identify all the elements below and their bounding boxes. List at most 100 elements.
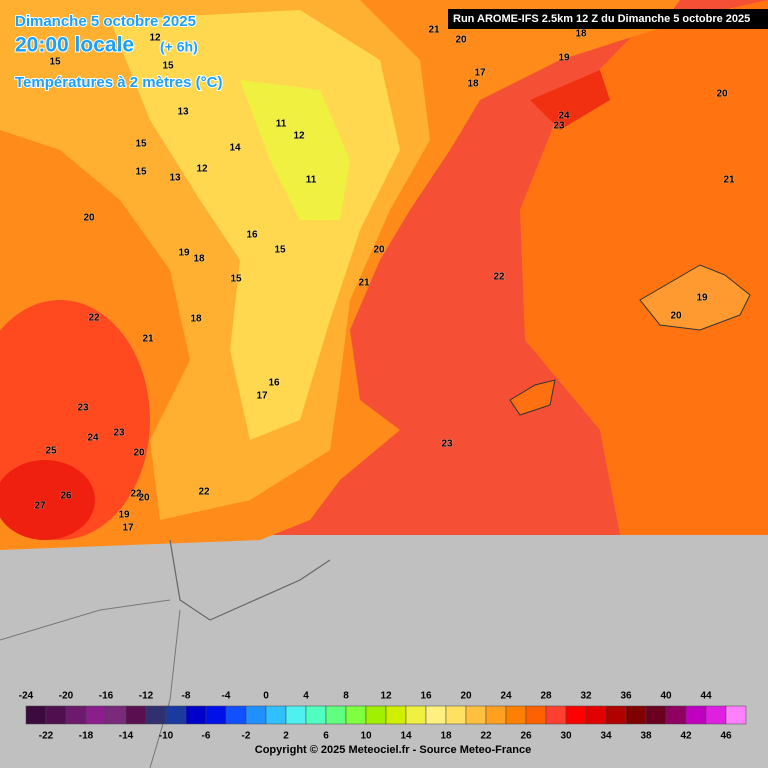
temperature-label: 20 xyxy=(670,311,682,322)
legend-label: -22 xyxy=(39,731,54,742)
legend-swatch xyxy=(65,705,87,725)
temperature-label: 26 xyxy=(60,491,72,502)
temperature-label: 24 xyxy=(558,111,570,122)
date-title: Dimanche 5 octobre 2025 xyxy=(15,13,196,30)
legend-label: 28 xyxy=(540,691,552,702)
temperature-label: 15 xyxy=(135,139,147,150)
legend-swatch xyxy=(225,705,247,725)
legend-label: -16 xyxy=(99,691,114,702)
temperature-label: 21 xyxy=(142,334,154,345)
temperature-label: 19 xyxy=(558,53,570,64)
legend-swatch xyxy=(245,705,267,725)
legend-swatch xyxy=(345,705,367,725)
legend-label: -4 xyxy=(222,691,231,702)
legend-label: 30 xyxy=(560,731,572,742)
temperature-label: 15 xyxy=(49,57,61,68)
legend-swatch xyxy=(385,705,407,725)
temperature-label: 12 xyxy=(196,164,208,175)
island-ibiza xyxy=(509,379,556,416)
temperature-label: 23 xyxy=(553,121,565,132)
temperature-label: 14 xyxy=(229,143,241,154)
legend-label: 40 xyxy=(660,691,672,702)
legend-swatch xyxy=(625,705,647,725)
island-mallorca xyxy=(639,264,751,331)
legend-swatch xyxy=(545,705,567,725)
legend-swatch xyxy=(665,705,687,725)
temperature-label: 17 xyxy=(122,523,134,534)
temperature-label: 24 xyxy=(87,433,99,444)
legend-swatch xyxy=(165,705,187,725)
legend-label: 8 xyxy=(343,691,349,702)
legend-swatch xyxy=(685,705,707,725)
legend-swatch xyxy=(605,705,627,725)
temperature-label: 19 xyxy=(118,510,130,521)
temperature-label: 20 xyxy=(716,89,728,100)
temperature-label: 19 xyxy=(696,293,708,304)
border xyxy=(169,539,331,621)
legend-label: -18 xyxy=(79,731,94,742)
copyright: Copyright © 2025 Meteociel.fr - Source M… xyxy=(255,744,531,756)
legend-swatch xyxy=(505,705,527,725)
legend-label: -12 xyxy=(139,691,154,702)
legend-swatch xyxy=(465,705,487,725)
legend-swatch xyxy=(105,705,127,725)
temperature-label: 23 xyxy=(113,428,125,439)
legend-swatch xyxy=(85,705,107,725)
legend-label: 12 xyxy=(380,691,392,702)
variable-name: Températures à 2 mètres (°C) xyxy=(15,74,222,91)
temperature-label: 17 xyxy=(256,391,268,402)
legend-label: -14 xyxy=(119,731,134,742)
temperature-label: 11 xyxy=(276,119,287,130)
legend-label: -6 xyxy=(202,731,211,742)
legend-swatch xyxy=(445,705,467,725)
temperature-label: 21 xyxy=(723,175,735,186)
temperature-label: 18 xyxy=(193,254,205,265)
legend-label: -20 xyxy=(59,691,74,702)
temperature-label: 17 xyxy=(474,68,486,79)
warm-sea xyxy=(530,70,610,130)
temperature-label: 20 xyxy=(455,35,467,46)
temperature-label: 20 xyxy=(133,448,145,459)
legend-swatch xyxy=(565,705,587,725)
temperature-label: 19 xyxy=(178,248,190,259)
legend-label: 0 xyxy=(263,691,269,702)
temperature-label: 22 xyxy=(88,313,100,324)
legend-label: 22 xyxy=(480,731,492,742)
legend-swatch xyxy=(525,705,547,725)
local-time: 20:00 locale xyxy=(15,34,134,57)
legend-label: 36 xyxy=(620,691,632,702)
legend-label: 46 xyxy=(720,731,732,742)
legend-label: -10 xyxy=(159,731,174,742)
temperature-label: 12 xyxy=(293,131,305,142)
legend-swatch xyxy=(585,705,607,725)
temperature-label: 27 xyxy=(34,501,46,512)
temperature-label: 18 xyxy=(467,79,479,90)
border xyxy=(0,599,171,641)
legend-label: 38 xyxy=(640,731,652,742)
legend-swatch xyxy=(25,705,47,725)
legend-label: 14 xyxy=(400,731,412,742)
legend-label: -24 xyxy=(19,691,34,702)
legend-swatch xyxy=(705,705,727,725)
legend-label: 2 xyxy=(283,731,289,742)
temperature-label: 20 xyxy=(373,245,385,256)
temperature-label: 22 xyxy=(493,272,505,283)
land-peak xyxy=(240,80,350,220)
temperature-label: 25 xyxy=(45,446,57,457)
legend-label: -2 xyxy=(242,731,251,742)
legend-swatch xyxy=(205,705,227,725)
legend-swatch xyxy=(265,705,287,725)
legend-swatch xyxy=(425,705,447,725)
temperature-label: 13 xyxy=(169,173,181,184)
legend-label: 18 xyxy=(440,731,452,742)
legend-label: 32 xyxy=(580,691,592,702)
temperature-label: 20 xyxy=(138,493,150,504)
legend-swatch xyxy=(365,705,387,725)
legend-label: 20 xyxy=(460,691,472,702)
legend-label: 24 xyxy=(500,691,512,702)
temperature-label: 12 xyxy=(149,33,161,44)
legend-swatch xyxy=(485,705,507,725)
temperature-label: 15 xyxy=(162,61,174,72)
legend-label: 6 xyxy=(323,731,329,742)
